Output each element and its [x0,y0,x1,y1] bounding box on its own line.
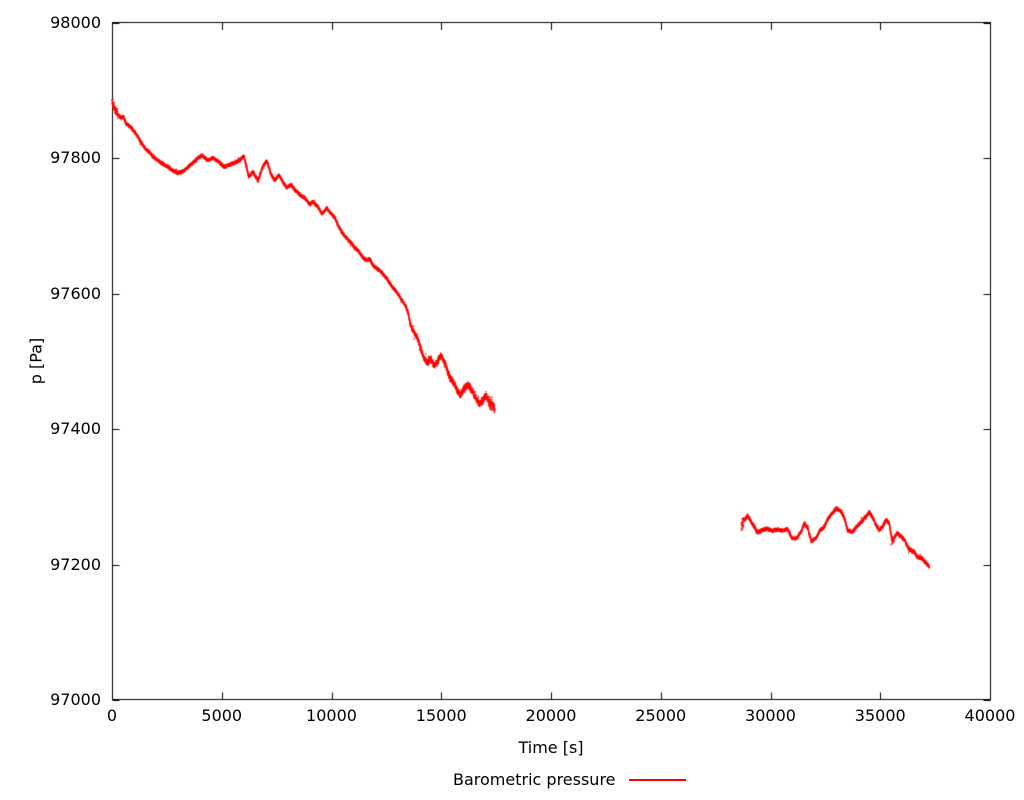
x-tick-label: 15000 [415,706,467,725]
x-axis-label: Time [s] [518,738,584,757]
y-tick-label: 97400 [50,419,101,438]
x-tick-label: 40000 [964,706,1016,725]
legend-label: Barometric pressure [453,770,616,789]
y-tick-label: 97600 [50,283,101,303]
y-tick-label: 97800 [50,148,101,167]
x-tick-label: 20000 [525,706,577,725]
x-tick-label: 5000 [201,706,243,725]
x-tick-label: 10000 [306,706,357,725]
y-tick-label: 98000 [50,12,101,32]
y-axis-label: p [Pa] [26,337,46,385]
legend-line-sample [628,778,686,781]
y-tick-label: 97000 [50,690,101,709]
x-tick-label: 35000 [854,706,906,725]
x-tick-label: 0 [106,706,118,725]
x-tick-label: 25000 [635,706,687,725]
x-tick-label: 30000 [745,706,796,725]
legend: Barometric pressure [453,770,686,789]
y-tick-label: 97200 [50,554,101,574]
